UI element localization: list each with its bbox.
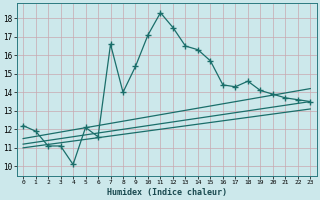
X-axis label: Humidex (Indice chaleur): Humidex (Indice chaleur) [107, 188, 227, 197]
